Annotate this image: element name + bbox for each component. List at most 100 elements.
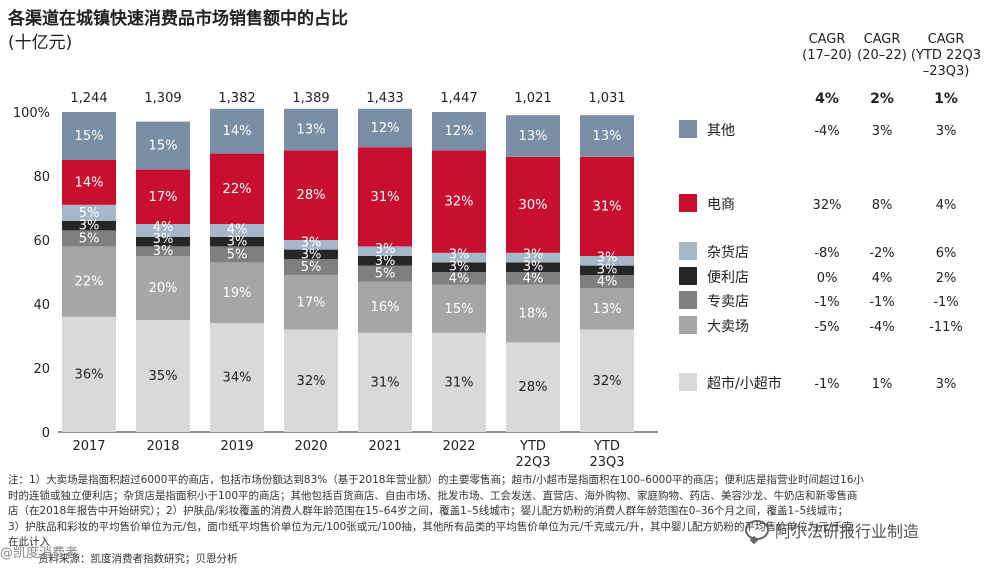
bar-segment — [210, 224, 264, 237]
cagr-header-line: CAGR — [808, 32, 846, 47]
cagr-value: -5% — [814, 320, 839, 335]
data-label: 19% — [223, 286, 252, 301]
cagr-header-line: –23Q3) — [922, 64, 970, 79]
cagr-value: 32% — [813, 198, 842, 213]
chat-bubble-icon — [745, 520, 769, 540]
data-label: 3% — [375, 254, 396, 269]
cagr-value: 1% — [872, 377, 893, 392]
data-label: 3% — [449, 247, 470, 262]
total-label: 1,447 — [440, 91, 477, 106]
bar-segment — [136, 256, 190, 320]
cagr-value: 6% — [936, 246, 957, 261]
y-tick-label: 100% — [13, 106, 50, 121]
total-label: 1,031 — [588, 91, 625, 106]
bar-segment — [136, 320, 190, 432]
bar-segment — [136, 169, 190, 224]
data-label: 5% — [227, 247, 248, 262]
bar-segment — [506, 252, 560, 263]
bar-segment — [210, 236, 264, 247]
data-label: 28% — [297, 188, 326, 203]
source-note: 资料来源：凯度消费者指数研究；贝恩分析 — [38, 553, 238, 565]
bar-segment — [432, 150, 486, 253]
cagr-value: 0% — [817, 271, 838, 286]
data-label: 4% — [449, 271, 470, 286]
bar-segment — [210, 153, 264, 224]
data-label: 31% — [371, 375, 400, 390]
total-label: 1,389 — [292, 91, 329, 106]
x-tick-label: YTD — [593, 439, 620, 454]
data-label: 3% — [523, 259, 544, 274]
data-label: 15% — [75, 129, 104, 144]
legend-swatch — [679, 242, 697, 260]
data-label: 13% — [297, 123, 326, 138]
data-label: 17% — [297, 295, 326, 310]
cagr-value: -2% — [869, 246, 894, 261]
total-label: 1,433 — [366, 91, 403, 106]
bar-segment — [136, 246, 190, 256]
cagr-header-line: (17–20) — [802, 48, 852, 63]
cagr-header: CAGR (17–20) — [782, 32, 872, 64]
data-label: 3% — [597, 251, 618, 266]
footnote-line: 在此计入 — [8, 536, 50, 548]
y-tick-label: 60 — [33, 234, 50, 249]
data-label: 5% — [375, 267, 396, 282]
bar-segment — [432, 252, 486, 263]
cagr-total: 4% — [815, 91, 839, 107]
data-label: 15% — [149, 139, 178, 154]
data-label: 4% — [523, 271, 544, 286]
bar-segment — [506, 156, 560, 253]
data-label: 4% — [227, 223, 248, 238]
bar-segment — [506, 262, 560, 272]
bar-segment — [506, 272, 560, 285]
data-label: 20% — [149, 281, 178, 296]
bar-segment — [580, 256, 634, 266]
bar-segment — [358, 246, 412, 256]
bar-segment — [284, 259, 338, 276]
bar-segment — [284, 150, 338, 240]
footnotes: 注：1）大卖场是指面积超过6000平的商店，包括市场份额达到83%（基于2018… — [8, 473, 983, 551]
data-label: 14% — [75, 175, 104, 190]
bar-segment — [358, 265, 412, 282]
x-tick-label: 2019 — [220, 439, 253, 454]
cagr-value: -11% — [929, 320, 963, 335]
cagr-value: 8% — [872, 198, 893, 213]
data-label: 3% — [449, 259, 470, 274]
cagr-total: 2% — [870, 91, 894, 107]
data-label: 35% — [149, 369, 178, 384]
legend-swatch — [679, 120, 697, 138]
legend-swatch — [679, 267, 697, 285]
data-label: 4% — [597, 275, 618, 290]
data-label: 31% — [445, 375, 474, 390]
x-tick-label: YTD — [519, 439, 546, 454]
legend-label: 超市/小超市 — [707, 375, 782, 392]
data-label: 30% — [519, 198, 548, 213]
bar-segment — [62, 112, 116, 160]
bar-segment — [210, 262, 264, 324]
cagr-header-line: CAGR — [863, 32, 901, 47]
legend-label: 专卖店 — [707, 294, 749, 310]
cagr-header-line: (20–22) — [857, 48, 907, 63]
bar-segment — [580, 275, 634, 288]
data-label: 13% — [593, 129, 622, 144]
data-label: 32% — [297, 374, 326, 389]
data-label: 3% — [153, 232, 174, 247]
cagr-value: -1% — [933, 295, 958, 310]
watermark-text: 阿尔法研报行业制造 — [775, 522, 920, 541]
bar-segment — [62, 204, 116, 221]
legend-label: 其他 — [707, 123, 735, 139]
cagr-value: -4% — [869, 320, 894, 335]
x-tick-label: 2022 — [442, 439, 475, 454]
data-label: 3% — [523, 247, 544, 262]
cagr-value: -4% — [814, 124, 839, 139]
x-tick-label: 2018 — [146, 439, 179, 454]
y-tick-label: 20 — [33, 362, 50, 377]
data-label: 5% — [301, 260, 322, 275]
cagr-value: 4% — [936, 198, 957, 213]
legend-label: 便利店 — [707, 270, 749, 286]
cagr-header: CAGR (YTD 22Q3 –23Q3) — [901, 32, 991, 80]
bar-segment — [136, 224, 190, 237]
data-label: 3% — [597, 263, 618, 278]
bar-segment — [580, 329, 634, 432]
bar-segment — [432, 112, 486, 151]
bar-segment — [284, 275, 338, 330]
